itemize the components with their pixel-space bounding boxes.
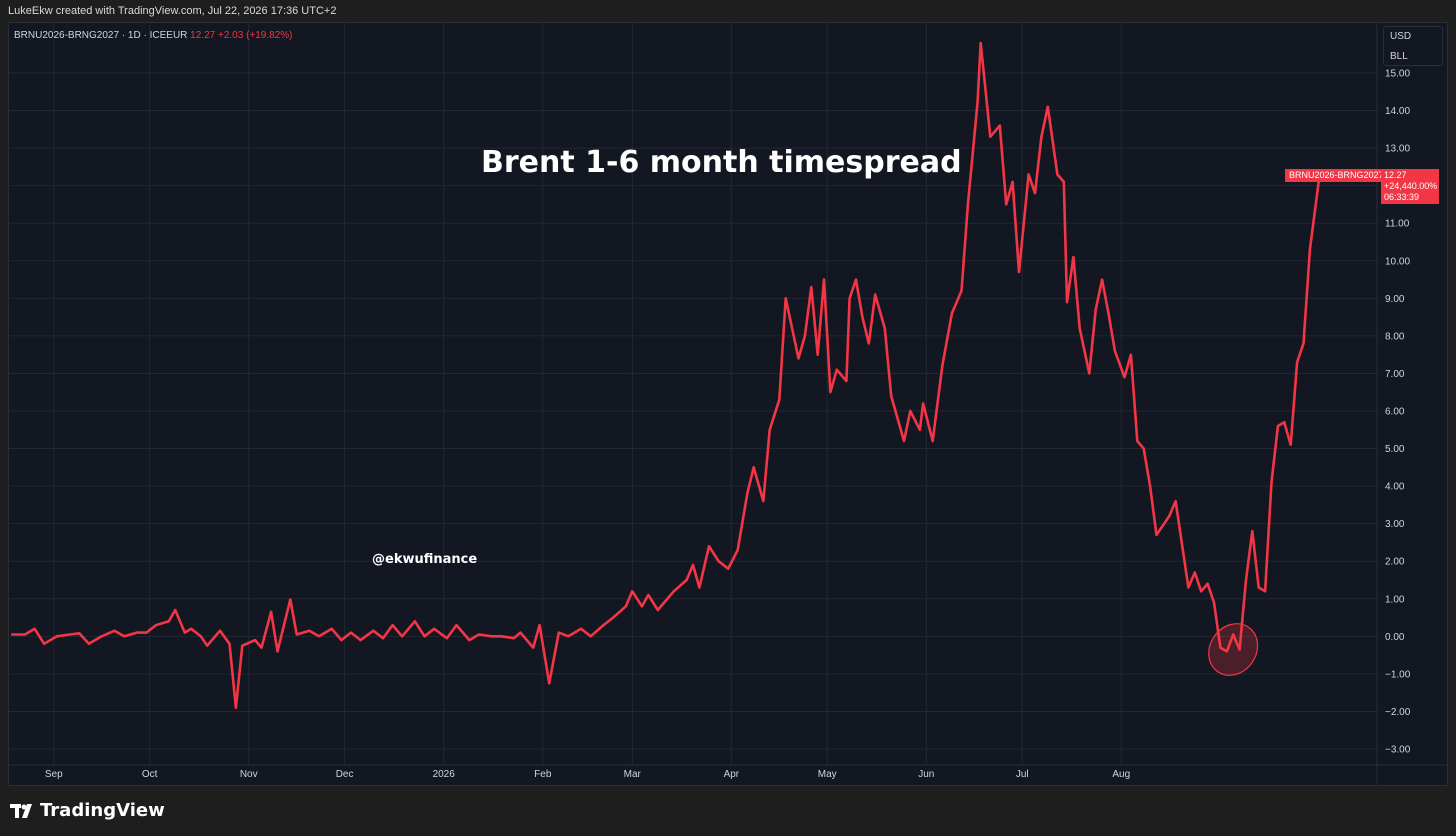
y-tick-label: 0.00 (1385, 632, 1405, 643)
y-tick-label: −2.00 (1385, 707, 1411, 718)
brand-name: TradingView (40, 800, 165, 821)
symbol-name: BRNU2026-BRNG2027 · 1D · ICEEUR (14, 30, 188, 41)
y-tick-label: 15.00 (1385, 69, 1410, 80)
x-tick-label: Aug (1112, 769, 1130, 780)
y-tick-label: −3.00 (1385, 745, 1411, 756)
bar-countdown: 06:33:39 (1384, 192, 1420, 202)
watermark-handle: @ekwufinance (372, 552, 478, 567)
y-tick-label: 5.00 (1385, 444, 1405, 455)
y-tick-label: 3.00 (1385, 519, 1405, 530)
x-tick-label: Jun (918, 769, 934, 780)
y-tick-label: 2.00 (1385, 557, 1405, 568)
x-tick-label: Jul (1016, 769, 1029, 780)
y-tick-label: 13.00 (1385, 144, 1410, 155)
currency-button[interactable]: USD (1390, 31, 1412, 42)
y-tick-label: 10.00 (1385, 256, 1410, 267)
tradingview-logo-icon (10, 804, 32, 818)
x-tick-label: Mar (624, 769, 642, 780)
series-name-tag: BRNU2026-BRNG2027 (1285, 169, 1388, 182)
x-tick-label: Apr (724, 769, 740, 780)
x-tick-label: 2026 (433, 769, 456, 780)
x-tick-label: May (818, 769, 837, 780)
unit-button[interactable]: BLL (1390, 51, 1408, 62)
symbol-change: +2.03 (+19.82%) (217, 30, 293, 41)
symbol-legend[interactable]: BRNU2026-BRNG2027 · 1D · ICEEUR 12.27 +2… (14, 30, 292, 41)
x-tick-label: Oct (142, 769, 158, 780)
y-tick-label: −1.00 (1385, 669, 1411, 680)
spread-line (10, 41, 1321, 709)
highlight-ellipse (1208, 623, 1259, 676)
currency-unit-menu[interactable]: USD BLL (1383, 26, 1443, 66)
x-tick-label: Dec (336, 769, 354, 780)
last-price-value: 12.27 (1384, 170, 1407, 180)
y-tick-label: 9.00 (1385, 294, 1405, 305)
y-tick-label: 11.00 (1385, 219, 1410, 230)
x-tick-label: Sep (45, 769, 63, 780)
y-tick-label: 6.00 (1385, 407, 1405, 418)
chart-pane[interactable]: 15.0014.0013.0012.0011.0010.009.008.007.… (8, 22, 1448, 786)
x-tick-label: Feb (534, 769, 552, 780)
attribution-text: LukeEkw created with TradingView.com, Ju… (8, 5, 337, 17)
y-tick-label: 14.00 (1385, 106, 1410, 117)
attribution-bar: LukeEkw created with TradingView.com, Ju… (0, 0, 1456, 22)
y-tick-label: 7.00 (1385, 369, 1405, 380)
last-price-tag: 12.27 +24,440.00% 06:33:39 (1381, 169, 1439, 204)
y-tick-label: 4.00 (1385, 482, 1405, 493)
brand-bar: TradingView (0, 786, 1456, 836)
last-price-percent: +24,440.00% (1384, 181, 1438, 191)
chart-title: Brent 1-6 month timespread (481, 145, 962, 180)
chart-svg[interactable]: 15.0014.0013.0012.0011.0010.009.008.007.… (9, 23, 1447, 785)
symbol-last-price: 12.27 (190, 30, 216, 41)
y-tick-label: 8.00 (1385, 331, 1405, 342)
y-tick-label: 1.00 (1385, 594, 1405, 605)
x-tick-label: Nov (240, 769, 258, 780)
